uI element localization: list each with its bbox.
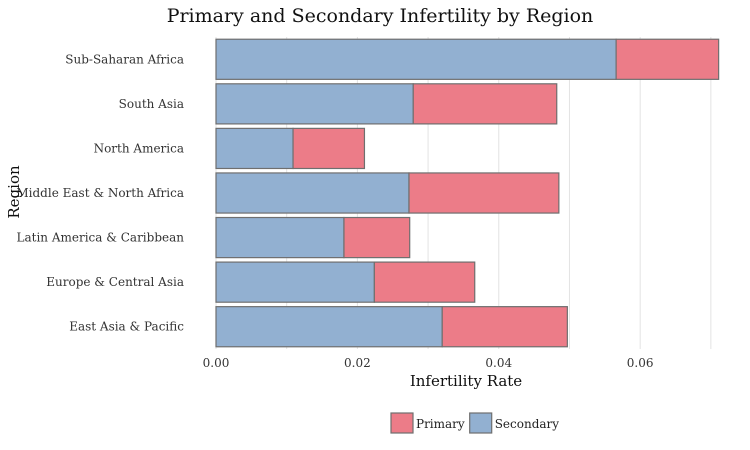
bar-secondary-6 <box>215 306 443 348</box>
legend-key-primary <box>390 412 414 434</box>
y-tick-label: North America <box>94 141 184 155</box>
bar-secondary-5 <box>215 261 375 303</box>
bar-primary-3 <box>408 172 560 214</box>
x-tick-label: 0.06 <box>627 356 654 370</box>
bar-secondary-4 <box>215 216 345 259</box>
x-tick-label: 0.04 <box>485 356 512 370</box>
x-axis-title: Infertility Rate <box>410 372 522 390</box>
bar-primary-5 <box>373 261 476 303</box>
chart-title: Primary and Secondary Infertility by Reg… <box>167 5 594 27</box>
legend-label-secondary: Secondary <box>495 417 560 431</box>
bar-secondary-1 <box>215 83 414 125</box>
bar-primary-0 <box>615 38 720 80</box>
bar-secondary-3 <box>215 172 410 214</box>
bar-primary-6 <box>441 306 568 348</box>
y-tick-label: South Asia <box>119 97 184 111</box>
bars <box>215 38 720 348</box>
y-tick-label: Latin America & Caribbean <box>17 231 185 245</box>
legend: Primary Secondary <box>390 412 560 434</box>
bar-primary-4 <box>343 216 411 259</box>
legend-label-primary: Primary <box>416 417 465 431</box>
legend-key-secondary <box>469 412 493 434</box>
y-tick-labels: Sub-Saharan Africa South Asia North Americ… <box>16 52 184 333</box>
bar-primary-1 <box>412 83 558 125</box>
y-tick-label: Sub-Saharan Africa <box>65 52 184 66</box>
y-tick-label: East Asia & Pacific <box>69 320 184 334</box>
y-tick-label: Europe & Central Asia <box>46 275 184 289</box>
x-tick-label: 0.00 <box>203 356 230 370</box>
bar-secondary-0 <box>215 38 617 80</box>
bar-primary-2 <box>292 127 366 170</box>
y-axis-title: Region <box>5 165 23 219</box>
bar-secondary-2 <box>215 127 294 170</box>
x-tick-label: 0.02 <box>344 356 371 370</box>
x-tick-labels: 0.00 0.02 0.04 0.06 <box>203 356 654 370</box>
y-tick-label: Middle East & North Africa <box>16 186 184 200</box>
